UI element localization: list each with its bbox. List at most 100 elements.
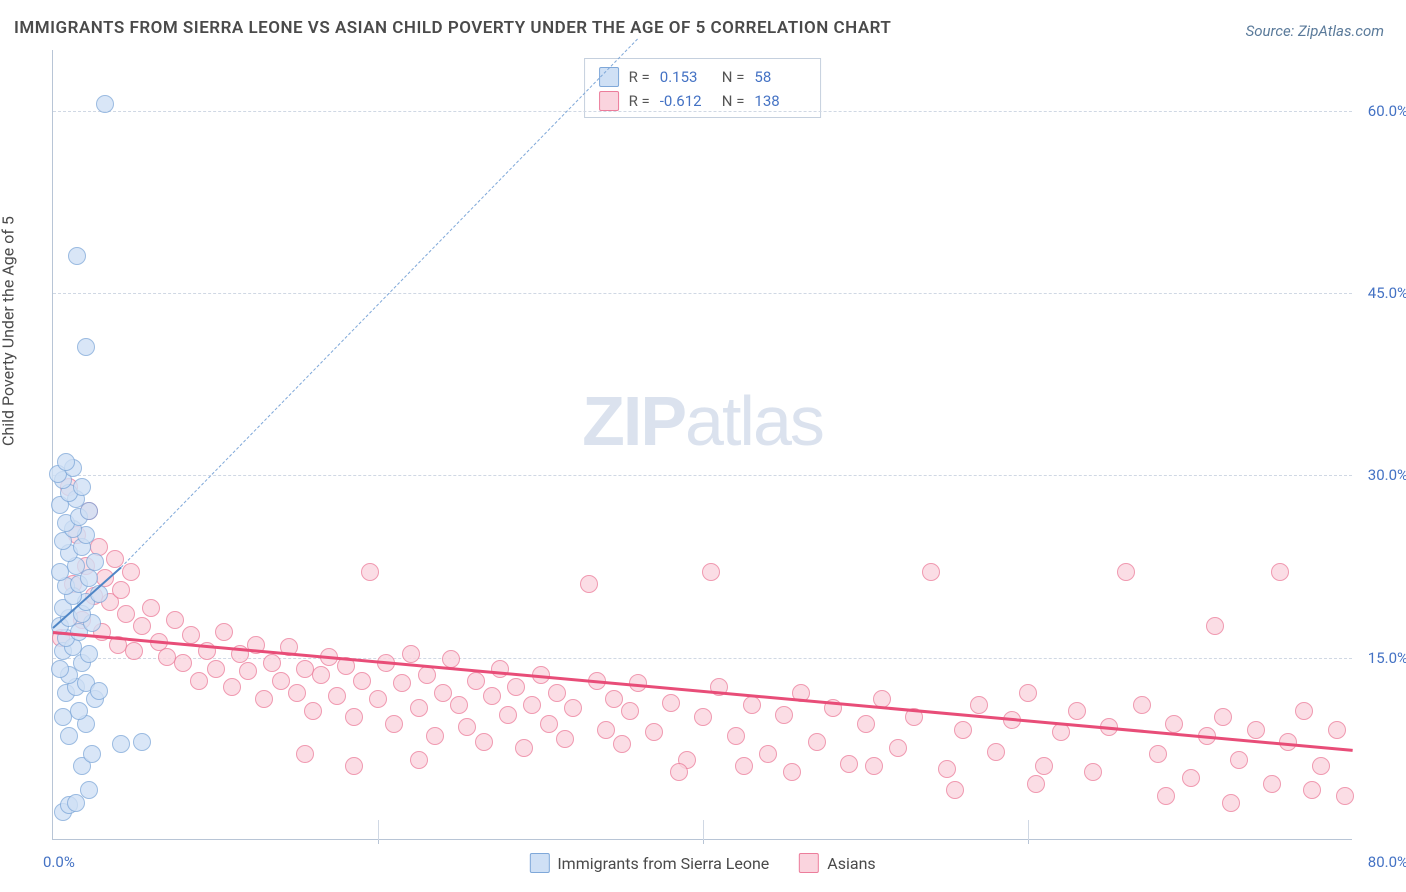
data-point xyxy=(1157,787,1175,805)
data-point xyxy=(182,626,200,644)
data-point xyxy=(808,733,826,751)
legend-item-1: Immigrants from Sierra Leone xyxy=(529,853,769,873)
r-value-1: 0.153 xyxy=(660,65,712,89)
data-point xyxy=(515,739,533,757)
data-point xyxy=(1182,769,1200,787)
data-point xyxy=(1084,763,1102,781)
data-point xyxy=(1247,721,1265,739)
swatch-series-2-icon xyxy=(599,91,619,111)
data-point xyxy=(80,781,98,799)
swatch-series-2-icon xyxy=(799,853,819,873)
data-point xyxy=(385,715,403,733)
data-point xyxy=(759,745,777,763)
data-point xyxy=(51,660,69,678)
gridline-horizontal xyxy=(53,293,1352,294)
data-point xyxy=(215,623,233,641)
data-point xyxy=(783,763,801,781)
data-point xyxy=(57,453,75,471)
y-axis-label: Child Poverty Under the Age of 5 xyxy=(0,216,18,446)
data-point xyxy=(727,727,745,745)
data-point xyxy=(938,760,956,778)
data-point xyxy=(1206,617,1224,635)
data-point xyxy=(77,338,95,356)
data-point xyxy=(1303,781,1321,799)
data-point xyxy=(272,672,290,690)
watermark-light: atlas xyxy=(685,382,823,460)
data-point xyxy=(345,757,363,775)
source-name: ZipAtlas.com xyxy=(1298,22,1384,40)
data-point xyxy=(670,763,688,781)
plot-area: ZIPatlas R = 0.153 N = 58 R = -0.612 N =… xyxy=(52,50,1352,840)
gridline-horizontal xyxy=(53,111,1352,112)
source-attribution: Source: ZipAtlas.com xyxy=(1246,22,1384,40)
data-point xyxy=(1019,684,1037,702)
data-point xyxy=(694,708,712,726)
data-point xyxy=(564,699,582,717)
data-point xyxy=(922,563,940,581)
data-point xyxy=(112,581,130,599)
data-point xyxy=(96,95,114,113)
data-point xyxy=(1068,702,1086,720)
data-point xyxy=(296,745,314,763)
y-tick-label: 45.0% xyxy=(1368,284,1406,302)
data-point xyxy=(621,702,639,720)
data-point xyxy=(605,690,623,708)
data-point xyxy=(86,553,104,571)
data-point xyxy=(166,611,184,629)
data-point xyxy=(702,563,720,581)
data-point xyxy=(540,715,558,733)
trend-extension-line xyxy=(121,38,638,567)
data-point xyxy=(662,694,680,712)
watermark-bold: ZIP xyxy=(582,382,685,460)
data-point xyxy=(548,684,566,702)
data-point xyxy=(410,699,428,717)
data-point xyxy=(467,672,485,690)
data-point xyxy=(345,708,363,726)
r-label: R = xyxy=(629,89,650,113)
data-point xyxy=(353,672,371,690)
watermark: ZIPatlas xyxy=(582,381,823,461)
data-point xyxy=(1165,715,1183,733)
chart-title: IMMIGRANTS FROM SIERRA LEONE VS ASIAN CH… xyxy=(14,18,891,38)
data-point xyxy=(743,696,761,714)
data-point xyxy=(361,563,379,581)
swatch-series-1-icon xyxy=(599,67,619,87)
data-point xyxy=(410,751,428,769)
y-tick-label: 15.0% xyxy=(1368,649,1406,667)
y-tick-label: 60.0% xyxy=(1368,102,1406,120)
data-point xyxy=(418,666,436,684)
data-point xyxy=(645,723,663,741)
data-point xyxy=(90,682,108,700)
data-point xyxy=(426,727,444,745)
gridline-vertical xyxy=(703,820,704,840)
data-point xyxy=(1117,563,1135,581)
data-point xyxy=(1230,751,1248,769)
data-point xyxy=(1133,696,1151,714)
data-point xyxy=(70,702,88,720)
legend-item-2: Asians xyxy=(799,853,875,873)
data-point xyxy=(491,660,509,678)
x-axis-min-label: 0.0% xyxy=(43,853,75,871)
swatch-series-1-icon xyxy=(529,853,549,873)
n-value-1: 58 xyxy=(754,65,806,89)
data-point xyxy=(122,563,140,581)
legend-stats-row-1: R = 0.153 N = 58 xyxy=(599,65,807,89)
data-point xyxy=(1149,745,1167,763)
n-label: N = xyxy=(722,89,745,113)
data-point xyxy=(613,735,631,753)
data-point xyxy=(223,678,241,696)
data-point xyxy=(117,605,135,623)
data-point xyxy=(865,757,883,775)
gridline-horizontal xyxy=(53,475,1352,476)
data-point xyxy=(580,575,598,593)
gridline-vertical xyxy=(1028,820,1029,840)
data-point xyxy=(1052,723,1070,741)
data-point xyxy=(735,757,753,775)
data-point xyxy=(889,739,907,757)
r-value-2: -0.612 xyxy=(660,89,712,113)
data-point xyxy=(73,478,91,496)
data-point xyxy=(840,755,858,773)
data-point xyxy=(125,642,143,660)
data-point xyxy=(133,617,151,635)
legend-stats-row-2: R = -0.612 N = 138 xyxy=(599,89,807,113)
